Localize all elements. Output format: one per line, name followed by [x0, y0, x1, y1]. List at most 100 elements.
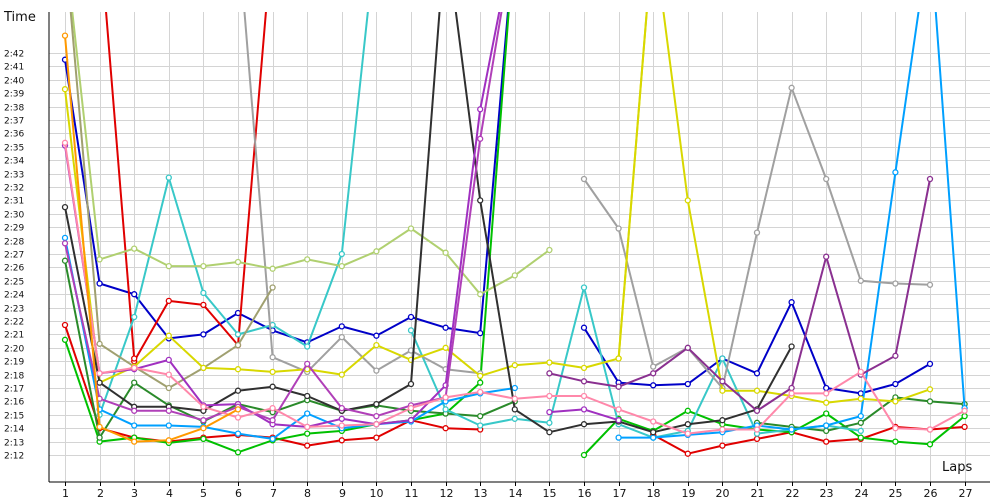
y-tick-label: 2:17 — [4, 385, 24, 395]
data-point — [373, 412, 380, 420]
data-point — [511, 406, 518, 413]
data-point — [131, 422, 138, 429]
x-tick-label: 25 — [889, 487, 903, 500]
series-line — [652, 425, 965, 455]
data-point — [892, 398, 899, 405]
data-point — [650, 429, 657, 436]
series-line — [410, 286, 861, 439]
data-point — [61, 139, 69, 146]
series-26 — [61, 139, 968, 437]
data-point — [269, 284, 276, 291]
data-point — [546, 246, 553, 254]
data-point — [650, 434, 657, 441]
series-line — [549, 178, 931, 412]
data-point — [857, 395, 864, 402]
data-point — [200, 364, 207, 372]
data-point — [131, 364, 138, 372]
data-point — [165, 437, 172, 444]
data-point — [234, 406, 242, 413]
data-point — [165, 174, 172, 181]
data-point — [304, 423, 311, 431]
data-point — [511, 272, 518, 279]
data-point — [580, 175, 588, 183]
data-point — [96, 256, 103, 263]
data-point — [407, 313, 415, 321]
data-point — [511, 415, 518, 422]
data-point — [200, 301, 207, 309]
series-27 — [61, 32, 242, 445]
data-point — [61, 86, 69, 93]
data-point — [304, 256, 311, 263]
data-point — [131, 291, 138, 298]
data-point — [200, 435, 207, 443]
data-point — [234, 258, 242, 266]
y-tick-label: 2:24 — [4, 291, 24, 301]
data-point — [61, 234, 69, 242]
data-point — [338, 333, 345, 341]
axes: Time Laps — [3, 10, 990, 483]
data-point — [477, 106, 484, 113]
data-point — [650, 363, 657, 370]
data-point — [96, 434, 103, 441]
data-point — [684, 430, 691, 437]
y-tick-label: 2:41 — [4, 63, 24, 73]
data-point — [442, 344, 449, 351]
y-tick-label: 2:12 — [4, 452, 24, 462]
data-point — [580, 392, 588, 400]
data-point — [407, 380, 415, 388]
series-line — [64, 35, 239, 443]
x-tick-label: 7 — [270, 487, 277, 500]
data-point — [477, 422, 484, 429]
data-point — [511, 395, 518, 402]
series-4 — [131, 12, 267, 365]
y-tick-label: 2:19 — [4, 358, 24, 368]
data-point — [165, 371, 172, 378]
series-25 — [546, 175, 934, 414]
data-point — [892, 352, 899, 359]
data-point — [373, 248, 380, 255]
series-line — [64, 12, 509, 344]
data-point — [615, 383, 622, 390]
data-point — [823, 410, 830, 417]
data-point — [407, 417, 415, 424]
series-line — [64, 12, 931, 404]
data-point — [719, 355, 726, 362]
data-point — [753, 387, 761, 394]
data-point — [200, 262, 207, 270]
data-point — [269, 404, 276, 412]
x-tick-label: 4 — [166, 487, 173, 500]
data-point — [373, 332, 380, 339]
data-point — [477, 412, 484, 420]
data-point — [788, 343, 795, 350]
data-point — [338, 415, 345, 422]
data-point — [269, 368, 276, 376]
data-point — [442, 249, 449, 256]
data-point — [857, 368, 864, 376]
data-point — [165, 422, 172, 429]
data-point — [165, 262, 172, 270]
data-point — [304, 442, 311, 449]
data-point — [961, 412, 968, 420]
data-point — [650, 418, 657, 425]
data-point — [788, 299, 795, 306]
data-point — [546, 419, 553, 426]
y-tick-label: 2:23 — [4, 305, 24, 315]
data-point — [788, 390, 795, 397]
series-line — [64, 12, 510, 454]
y-axis-title: Time — [3, 10, 36, 25]
data-point — [304, 430, 311, 437]
data-point — [511, 384, 518, 392]
data-point — [338, 250, 345, 258]
x-tick-label: 18 — [647, 487, 661, 500]
data-point — [684, 407, 691, 414]
data-point — [407, 404, 415, 412]
data-point — [546, 359, 553, 366]
data-point — [131, 407, 138, 414]
x-tick-label: 14 — [509, 487, 523, 500]
data-point — [131, 355, 138, 362]
data-point — [546, 370, 553, 377]
data-point — [719, 442, 726, 449]
data-point — [511, 362, 518, 369]
data-point — [719, 417, 726, 424]
